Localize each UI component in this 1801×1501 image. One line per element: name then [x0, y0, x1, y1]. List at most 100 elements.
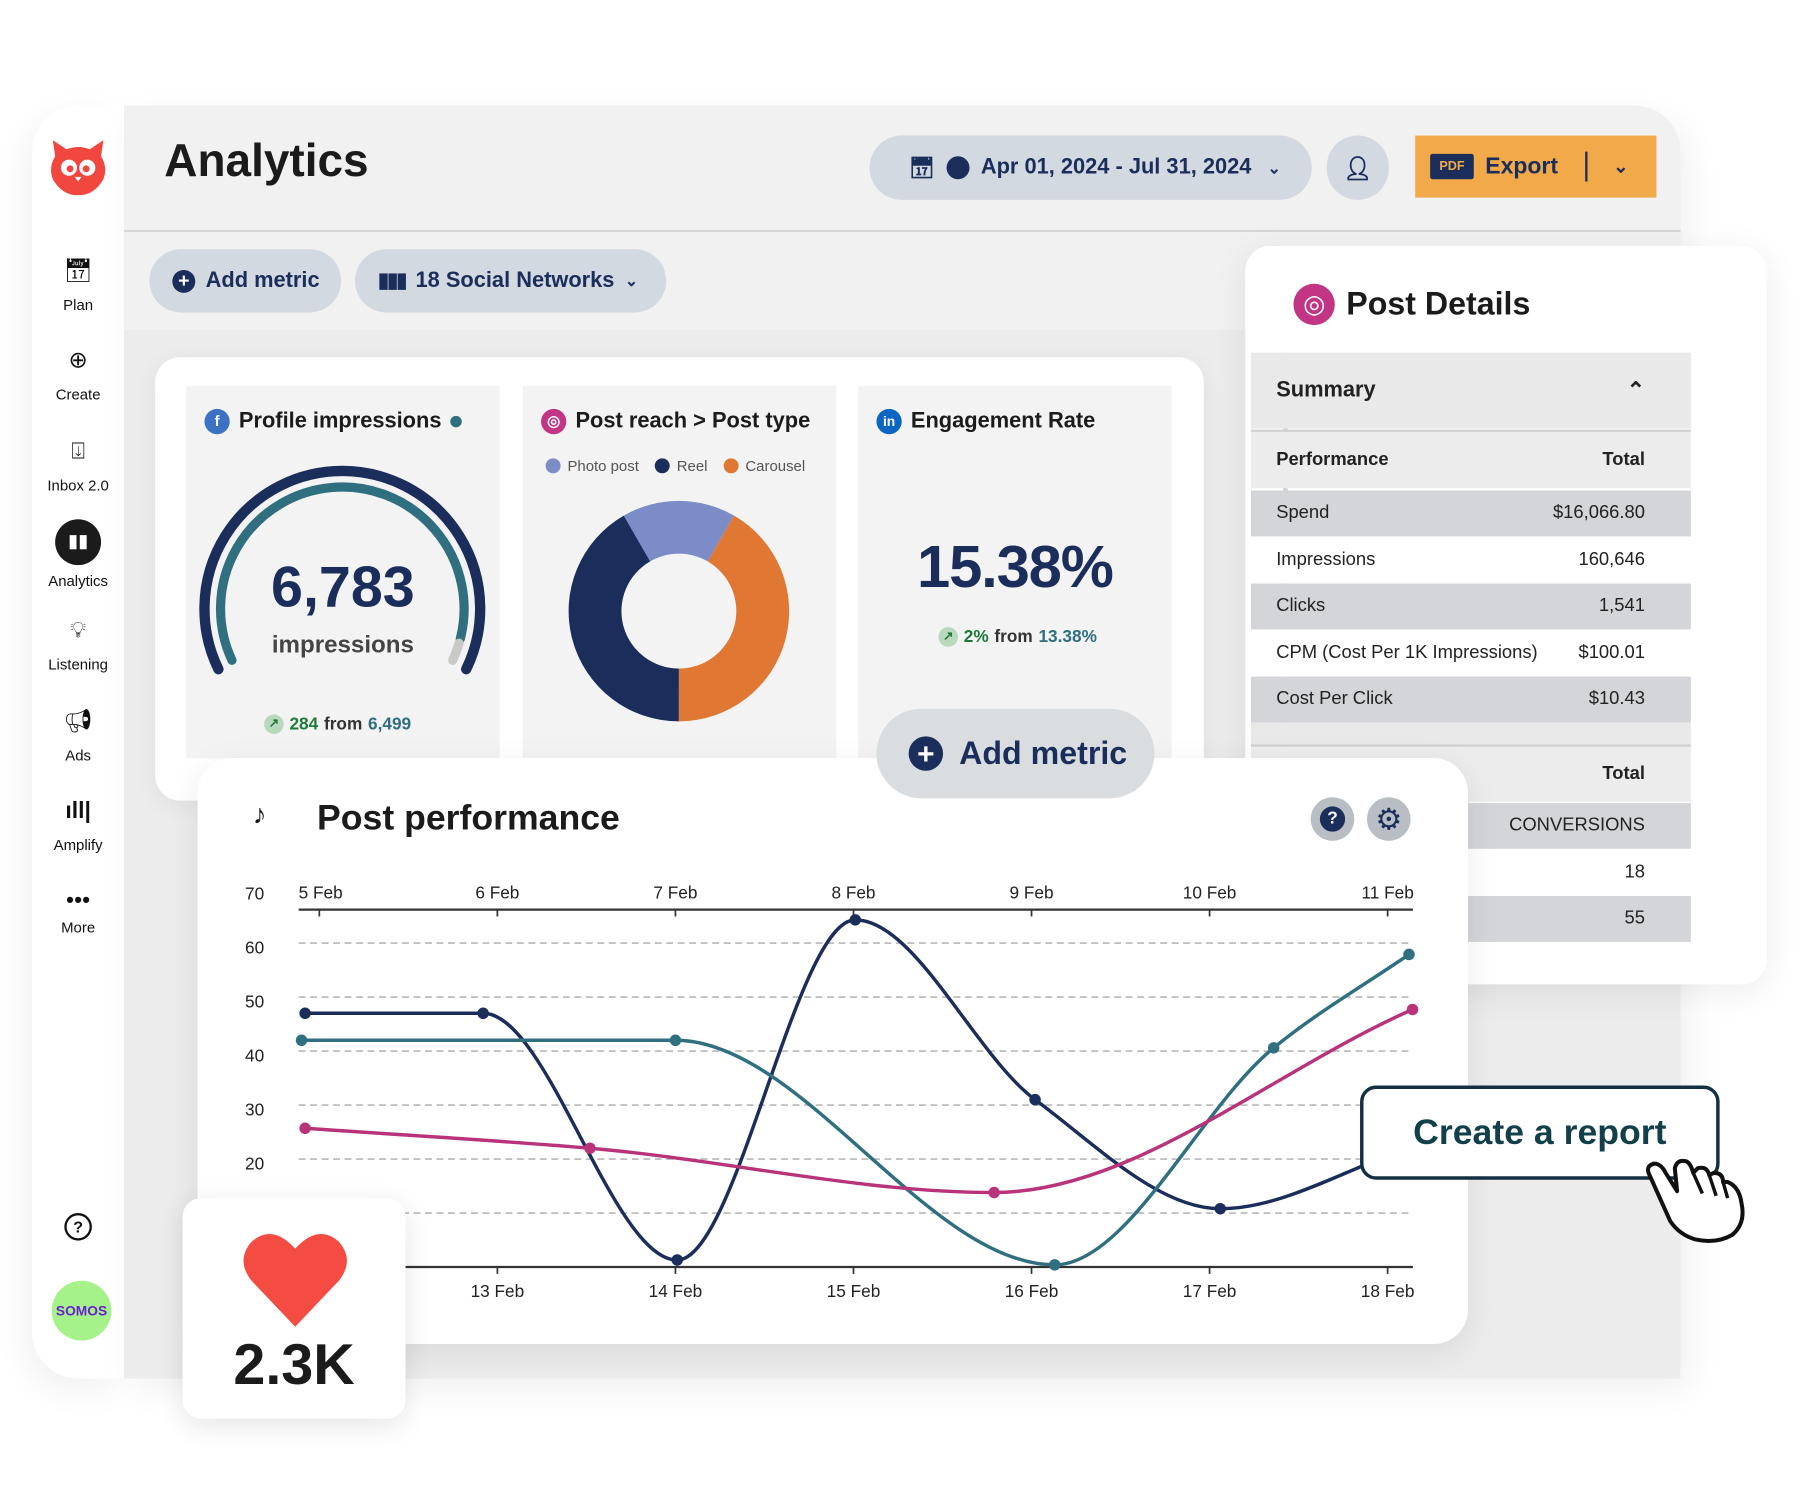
networks-label: 18 Social Networks [415, 268, 615, 293]
series-line-0 [305, 918, 1410, 1262]
calendar-icon: 📅︎ [63, 258, 93, 284]
post-details-title: Post Details [1346, 286, 1531, 322]
impressions-value: 6,783 [271, 554, 415, 620]
avatar[interactable]: SOMOS [51, 1280, 112, 1341]
data-point[interactable] [295, 1034, 308, 1047]
create-report-button[interactable]: Create a report [1360, 1085, 1720, 1180]
chevron-down-icon: ⌄ [1267, 157, 1281, 177]
x-tick-label: 8 Feb [831, 882, 875, 902]
sidebar-item-plan[interactable]: 📅︎ Plan [32, 255, 124, 313]
likes-card: 2.3K [182, 1198, 406, 1419]
data-point[interactable] [1403, 948, 1415, 961]
data-point[interactable] [299, 1122, 311, 1135]
gear-icon: ⚙ [1375, 801, 1403, 836]
data-point[interactable] [1406, 1003, 1419, 1016]
heart-icon [243, 1234, 347, 1327]
inbox-icon: ⍗ [71, 438, 86, 465]
plus-circle-icon: ⊕ [68, 348, 88, 374]
add-metric-large-button[interactable]: + Add metric [876, 708, 1155, 799]
facebook-icon: f [204, 408, 230, 435]
legend-item: Reel [654, 457, 707, 474]
data-point[interactable] [477, 1007, 489, 1020]
plus-circle-icon: + [172, 269, 196, 293]
plus-circle-icon: + [908, 736, 944, 771]
x-tick-label: 15 Feb [827, 1281, 881, 1301]
sidebar-item-label: Analytics [48, 572, 108, 590]
donut-legend: Photo post Reel Carousel [545, 457, 805, 474]
x-tick-label: 18 Feb [1361, 1281, 1415, 1301]
sidebar-item-label: Ads [65, 746, 91, 764]
data-point[interactable] [1029, 1093, 1041, 1106]
social-networks-dropdown[interactable]: ▮▮▮ 18 Social Networks ⌄ [354, 249, 667, 313]
x-tick-label: 9 Feb [1010, 882, 1054, 902]
pdf-icon: PDF [1430, 153, 1474, 180]
export-label: Export [1485, 153, 1559, 179]
series-line-2 [304, 1007, 1414, 1195]
summary-accordion[interactable]: Summary ⌃ [1250, 352, 1691, 429]
post-performance-title: Post performance [317, 797, 620, 838]
data-point[interactable] [669, 1034, 682, 1047]
add-metric-label: Add metric [205, 268, 320, 293]
bar-chart-icon: ▮▮ [55, 519, 102, 566]
table-row: Cost Per Click $10.43 [1250, 676, 1691, 723]
sidebar-item-more[interactable]: ••• More [32, 884, 124, 936]
data-point[interactable] [584, 1142, 596, 1154]
help-icon[interactable]: ? [32, 1213, 124, 1241]
post-type-donut [568, 500, 790, 722]
chevron-down-icon[interactable]: ⌄ [1613, 157, 1629, 177]
export-button[interactable]: PDF Export ⌄ [1415, 135, 1657, 198]
performance-icon: ♪ [252, 799, 267, 831]
help-button[interactable]: ? [1310, 797, 1355, 841]
add-user-button[interactable]: 👤︎ [1326, 135, 1389, 200]
post-performance-chart: 5 Feb 6 Feb 7 Feb 8 Feb 9 Feb 10 Feb 11 Feb 13 … [245, 882, 1419, 1301]
sidebar-item-inbox[interactable]: ⍗ Inbox 2.0 [32, 435, 124, 494]
sidebar-item-label: Create [55, 385, 101, 404]
x-tick-label: 6 Feb [475, 882, 519, 902]
card-title: Post reach > Post type [575, 408, 811, 434]
sidebar-item-label: Inbox 2.0 [47, 476, 109, 494]
date-range-label: Apr 01, 2024 - Jul 31, 2024 [980, 155, 1252, 180]
megaphone-icon: 📢︎ [63, 708, 93, 735]
data-point[interactable] [1214, 1202, 1227, 1215]
page-title: Analytics [164, 135, 369, 187]
legend-item: Carousel [723, 457, 805, 474]
card-title: Profile impressions [238, 408, 442, 434]
table-row: Spend $16,066.80 [1250, 490, 1691, 537]
impressions-unit: impressions [271, 631, 414, 659]
y-tick-label: 30 [245, 1099, 264, 1119]
arrow-up-right-icon: ↗ [264, 714, 284, 735]
data-point[interactable] [671, 1254, 683, 1266]
profile-impressions-card[interactable]: f Profile impressions 6,783 impressions ↗… [186, 385, 500, 759]
y-tick-label: 40 [245, 1045, 264, 1065]
post-reach-card[interactable]: ◎ Post reach > Post type Photo post Reel … [522, 385, 837, 759]
sidebar-item-amplify[interactable]: ıll| Amplify [32, 795, 124, 853]
date-range-picker[interactable]: 📅︎ Apr 01, 2024 - Jul 31, 2024 ⌄ [869, 135, 1312, 200]
settings-button[interactable]: ⚙ [1366, 797, 1411, 841]
data-point[interactable] [299, 1007, 311, 1020]
y-tick-label: 20 [245, 1153, 264, 1173]
engagement-rate-card[interactable]: in Engagement Rate 15.38% ↗ 2% from 13.38% [858, 385, 1172, 759]
data-point[interactable] [1267, 1042, 1280, 1054]
bar-chart-icon: ▮▮▮ [377, 268, 408, 292]
add-metric-button[interactable]: + Add metric [149, 249, 342, 313]
x-tick-label: 14 Feb [649, 1281, 703, 1301]
status-dot [946, 156, 970, 180]
data-point[interactable] [1048, 1259, 1061, 1271]
gauge-outer-arc [199, 465, 486, 675]
lightbulb-icon: 💡︎ [70, 618, 87, 644]
post-performance-card: ♪ Post performance ? ⚙ 5 Feb 6 Feb 7 Feb 8 … [197, 758, 1469, 1344]
create-report-label: Create a report [1413, 1111, 1667, 1153]
data-point[interactable] [988, 1186, 1000, 1199]
sidebar-item-label: Listening [48, 655, 108, 674]
hootsuite-owl-logo[interactable] [48, 138, 108, 196]
sidebar-item-ads[interactable]: 📢︎ Ads [32, 705, 124, 764]
x-tick-label: 7 Feb [653, 882, 697, 902]
sidebar-item-listening[interactable]: 💡︎ Listening [32, 615, 124, 674]
impressions-gauge [199, 465, 486, 675]
legend-item: Photo post [545, 457, 639, 474]
question-icon: ? [1319, 806, 1346, 832]
sidebar-item-analytics[interactable]: ▮▮ Analytics [32, 519, 124, 589]
sidebar-item-label: More [61, 918, 96, 937]
sidebar-item-create[interactable]: ⊕ Create [32, 345, 124, 404]
data-point[interactable] [849, 914, 862, 926]
